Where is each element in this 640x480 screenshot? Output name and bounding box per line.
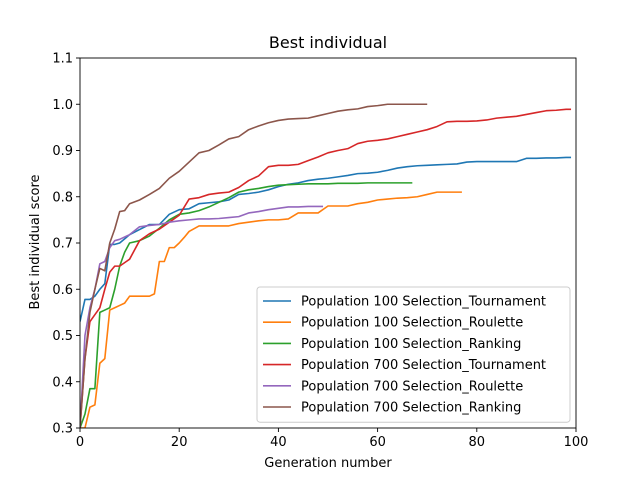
series-line-3	[80, 182, 413, 428]
x-axis-title: Generation number	[264, 456, 392, 471]
y-tick-label: 0.4	[52, 375, 73, 390]
y-tick-label: 0.7	[52, 237, 73, 252]
series-line-4	[80, 108, 572, 428]
legend: Population 100 Selection_Tournament Popul…	[256, 286, 571, 423]
plot-area	[80, 103, 572, 428]
legend-label-1: Population 100 Selection_Tournament	[301, 295, 546, 310]
legend-label-5: Population 700 Selection_Roulette	[301, 379, 523, 394]
y-tick-label: 1.1	[52, 52, 73, 67]
x-tick-label: 60	[369, 435, 386, 450]
legend-label-6: Population 700 Selection_Ranking	[301, 401, 521, 416]
legend-label-4: Population 700 Selection_Tournament	[301, 358, 546, 373]
y-tick-label: 0.5	[52, 329, 73, 344]
series-group	[80, 103, 572, 428]
y-axis-title: Best individual score	[28, 174, 43, 309]
y-tick-label: 1.0	[52, 98, 73, 113]
x-tick-label: 20	[171, 435, 188, 450]
series-line-5	[80, 205, 324, 428]
legend-box	[256, 286, 571, 423]
x-tick-label: 100	[564, 435, 589, 450]
y-tick-label: 0.3	[52, 422, 73, 437]
legend-label-2: Population 100 Selection_Roulette	[301, 316, 523, 331]
x-tick-label: 80	[469, 435, 486, 450]
axes: 0 20 40 60 80 100 0.3 0.4 0.5 0.6 0.7 0.8 0.9 1.0 1.1	[52, 52, 588, 451]
x-tick-label: 0	[76, 435, 84, 450]
series-line-2	[80, 191, 462, 428]
chart-title: Best individual	[269, 33, 387, 52]
x-tick-label: 40	[270, 435, 287, 450]
y-tick-label: 0.9	[52, 144, 73, 159]
series-line-6	[80, 103, 428, 428]
legend-label-3: Population 100 Selection_Ranking	[301, 337, 521, 352]
y-tick-label: 0.6	[52, 283, 73, 298]
y-tick-label: 0.8	[52, 190, 73, 205]
